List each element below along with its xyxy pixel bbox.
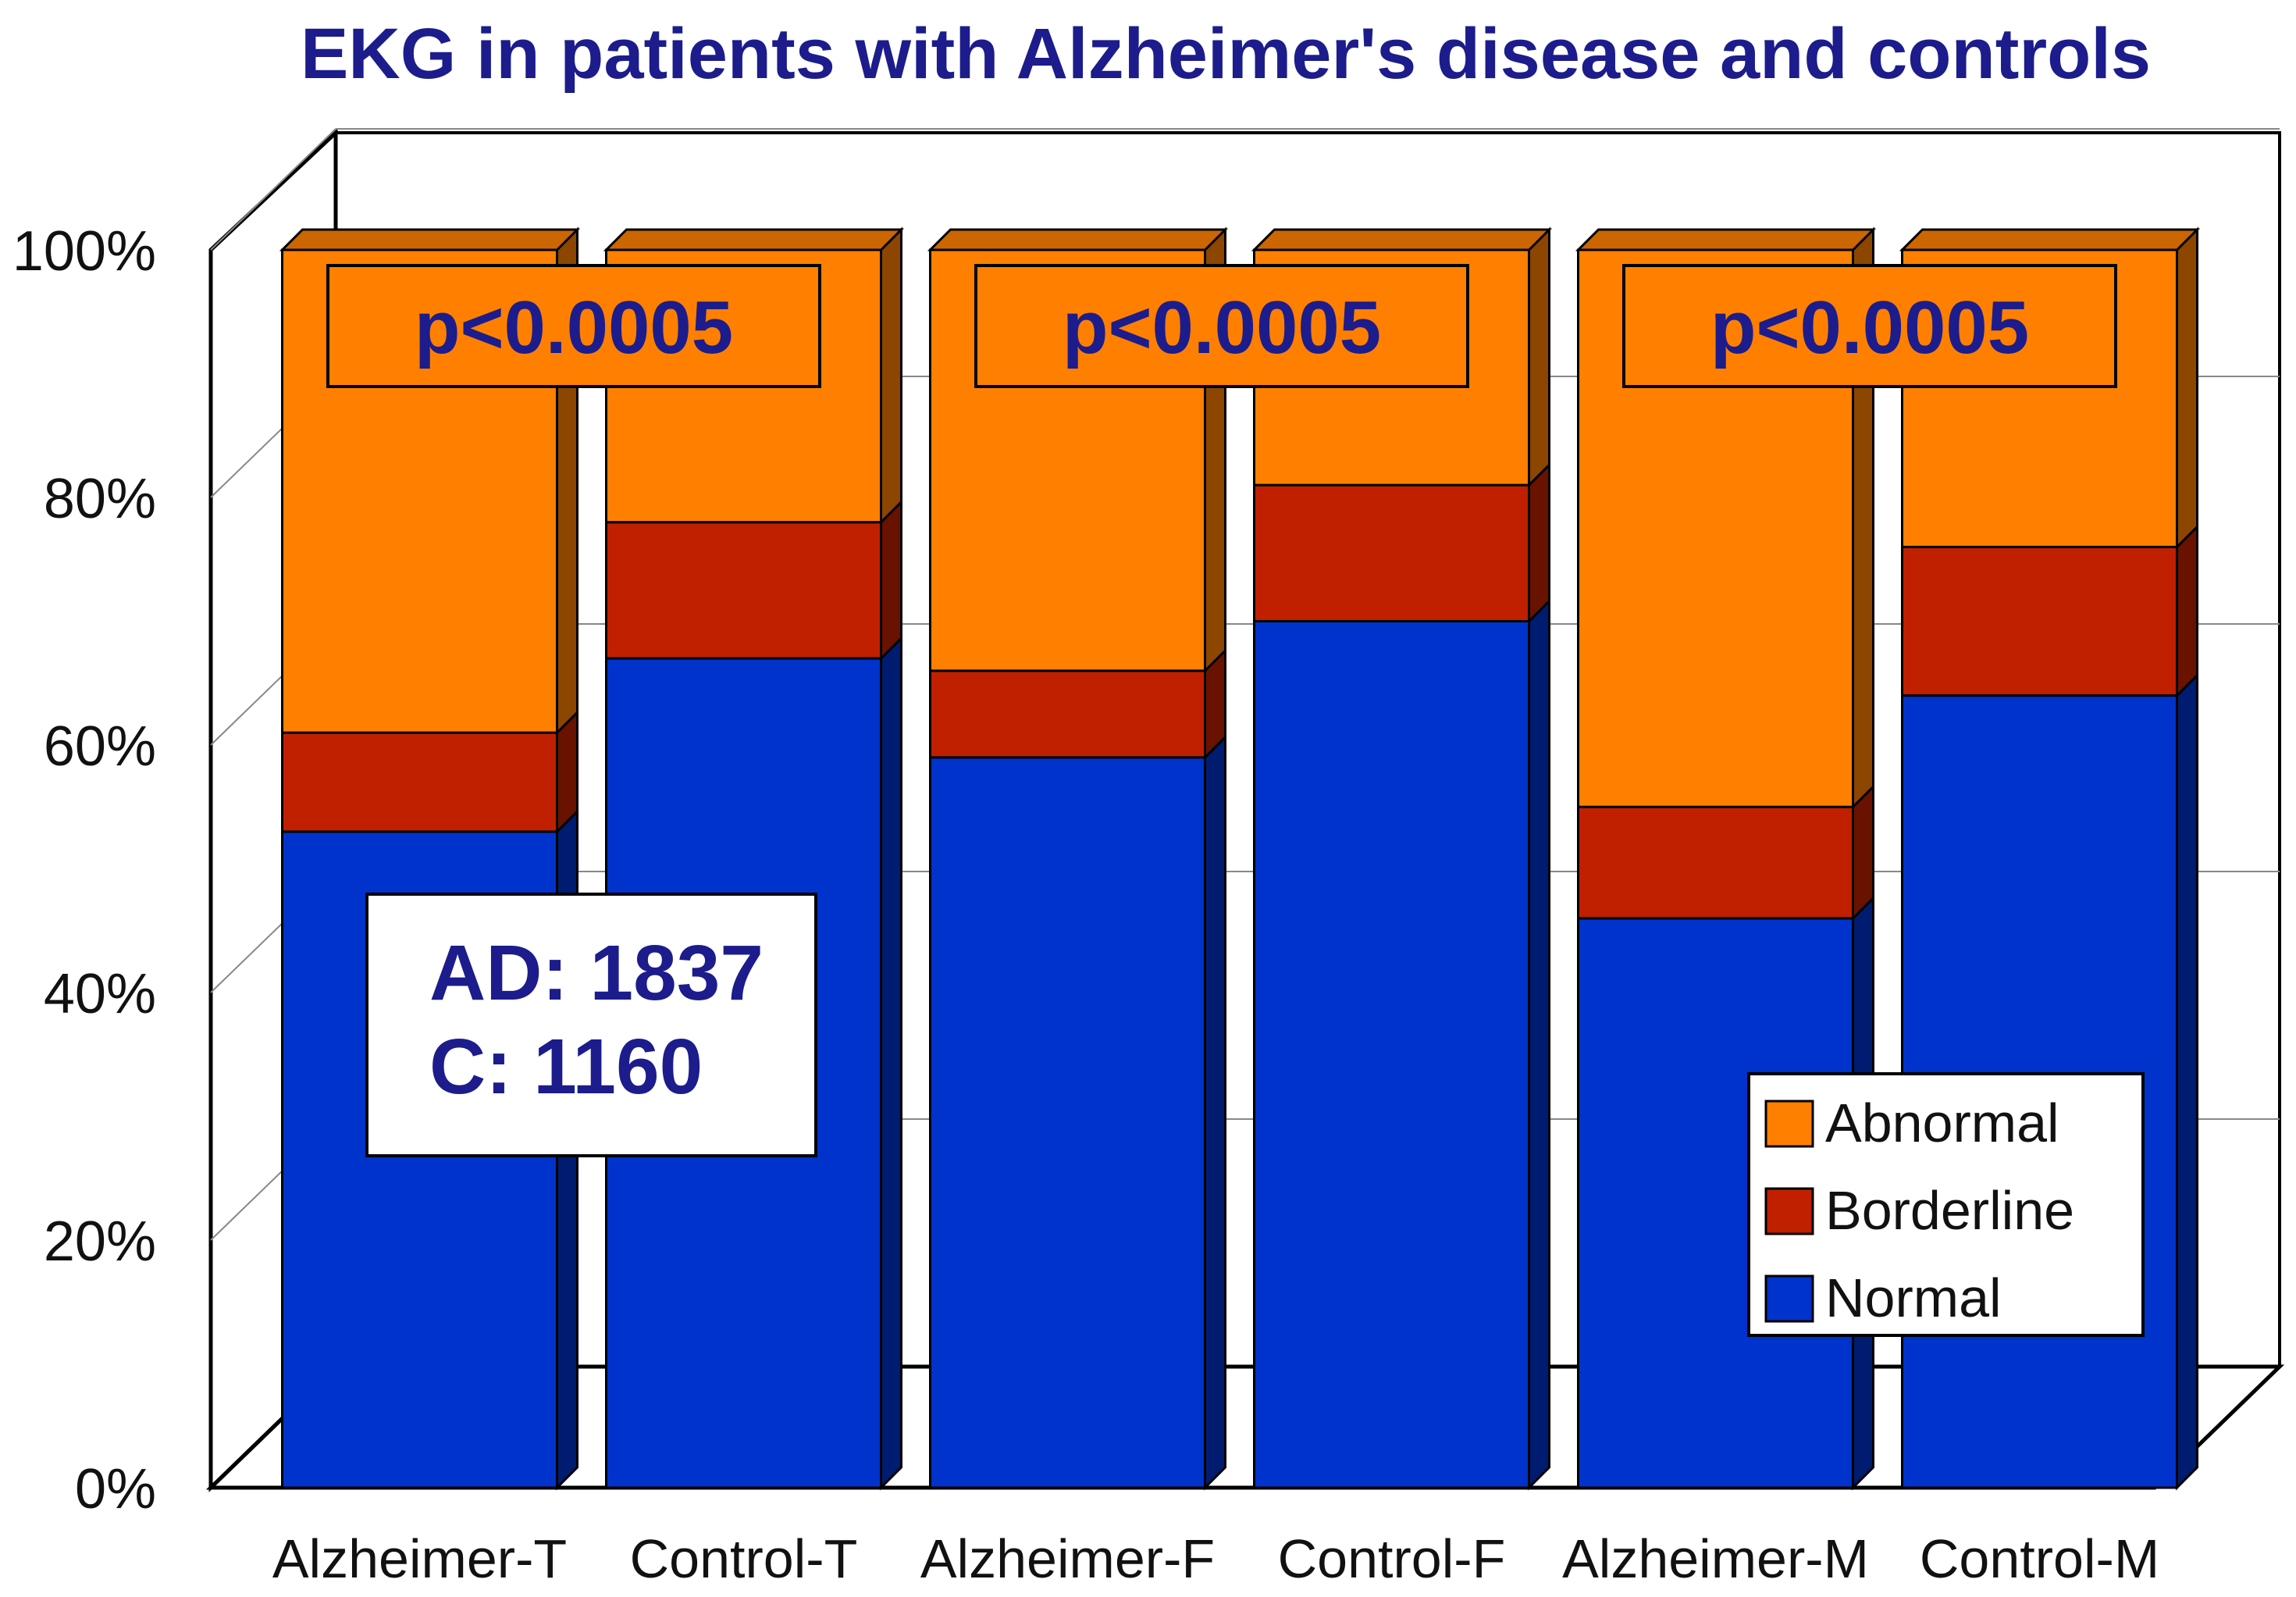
bar-control-t — [603, 226, 905, 1491]
bar-segment-borderline-control-t — [605, 521, 882, 660]
bar-side-borderline-alzheimer-m — [1852, 783, 1874, 921]
bar-side-normal-alzheimer-f — [1204, 734, 1226, 1491]
bar-segment-borderline-alzheimer-f — [929, 669, 1206, 759]
y-tick-label: 80% — [44, 468, 156, 530]
legend-box — [1747, 1072, 2145, 1337]
bar-top-alzheimer-m — [1575, 228, 1877, 251]
y-axis-ticks: 0% 20% 40% 60% 80% 100% — [12, 220, 156, 1520]
bar-side-borderline-control-t — [880, 499, 902, 661]
bar-side-borderline-control-f — [1528, 462, 1550, 625]
p-value-frame — [326, 264, 821, 388]
legend-label-abnormal: Abnormal — [1825, 1093, 2059, 1153]
sample-note-line: C: 1160 — [429, 1023, 703, 1110]
x-tick-label: Alzheimer-M — [1562, 1528, 1869, 1589]
y-tick-label: 100% — [12, 220, 156, 283]
y-tick-label: 20% — [44, 1210, 156, 1273]
y-tick-label: 60% — [44, 715, 156, 778]
bar-segment-normal-control-f — [1253, 620, 1530, 1489]
p-value-text: p<0.0005 — [415, 286, 733, 369]
bar-side-borderline-control-m — [2176, 523, 2198, 699]
x-tick-label: Alzheimer-T — [272, 1528, 567, 1589]
bar-top-alzheimer-f — [927, 228, 1229, 251]
bar-top-control-f — [1251, 228, 1553, 251]
bar-segment-borderline-control-f — [1253, 483, 1530, 623]
bar-side-normal-control-f — [1528, 597, 1550, 1491]
x-tick-label: Alzheimer-F — [920, 1528, 1215, 1589]
bar-alzheimer-f — [927, 226, 1229, 1491]
legend: Abnormal Borderline Normal — [1747, 1072, 2145, 1337]
bar-segment-normal-alzheimer-f — [929, 756, 1206, 1489]
x-axis-labels: Alzheimer-T Control-T Alzheimer-F Control-F… — [272, 1528, 2159, 1589]
bar-segment-borderline-control-m — [1901, 545, 2178, 697]
gridline-diag — [210, 128, 336, 251]
chart-title: EKG in patients with Alzheimer's disease… — [301, 14, 2151, 94]
bar-side-normal-control-m — [2176, 672, 2198, 1491]
bar-top-alzheimer-t — [279, 228, 581, 251]
sample-note-line: AD: 1837 — [429, 929, 764, 1017]
y-tick-label: 40% — [44, 963, 156, 1025]
p-value-text: p<0.0005 — [1710, 286, 2029, 369]
p-value-annotations: p<0.0005 p<0.0005 p<0.0005 — [326, 264, 2117, 388]
x-tick-label: Control-F — [1278, 1528, 1506, 1589]
bar-alzheimer-t — [279, 226, 581, 1491]
bar-control-f — [1251, 226, 1553, 1491]
p-value-text: p<0.0005 — [1063, 286, 1381, 369]
bar-side-abnormal-control-t — [880, 226, 902, 526]
legend-swatch-abnormal — [1764, 1100, 1814, 1148]
bar-side-abnormal-control-m — [2176, 226, 2198, 551]
sample-note-box — [365, 893, 817, 1157]
bar-segment-borderline-alzheimer-t — [281, 731, 558, 833]
legend-label-borderline: Borderline — [1825, 1180, 2074, 1241]
bar-top-control-m — [1899, 228, 2201, 251]
legend-label-normal: Normal — [1825, 1267, 2002, 1328]
p-value-frame — [1622, 264, 2117, 388]
x-tick-label: Control-T — [630, 1528, 858, 1589]
p-value-box: p<0.0005 — [1622, 264, 2117, 388]
bar-segment-borderline-alzheimer-m — [1577, 805, 1854, 920]
bar-top-control-t — [603, 228, 905, 251]
legend-swatch-normal — [1764, 1274, 1814, 1323]
x-tick-label: Control-M — [1920, 1528, 2159, 1589]
legend-swatch-borderline — [1764, 1187, 1814, 1235]
p-value-box: p<0.0005 — [326, 264, 821, 388]
p-value-box: p<0.0005 — [974, 264, 1469, 388]
bar-side-normal-control-t — [880, 635, 902, 1491]
bar-side-abnormal-control-f — [1528, 226, 1550, 488]
p-value-frame — [974, 264, 1469, 388]
y-tick-label: 0% — [75, 1458, 156, 1520]
